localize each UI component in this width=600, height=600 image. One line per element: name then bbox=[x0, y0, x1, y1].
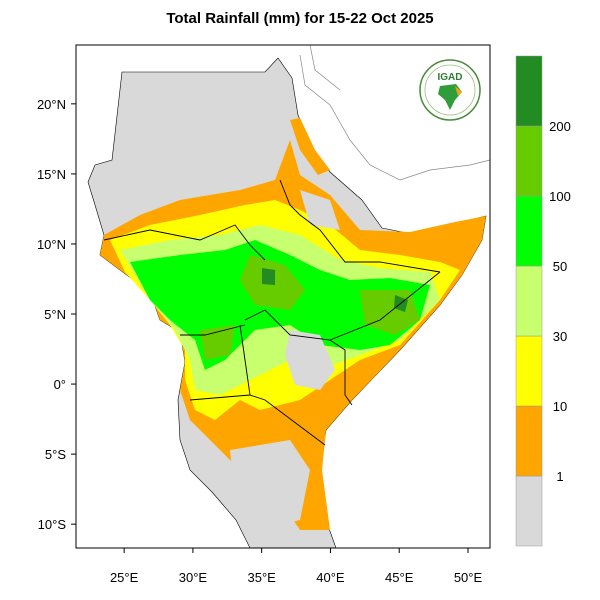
map-frame bbox=[75, 44, 491, 549]
axis-ticks: 25°E 30°E 35°E 40°E 45°E 50°E 20°N 15°N 10°N 5°N 0… bbox=[37, 97, 483, 585]
lon-tick-label: 30°E bbox=[179, 570, 208, 585]
lat-tick-label: 15°N bbox=[37, 167, 66, 182]
colorbar-label: 100 bbox=[549, 189, 571, 204]
lon-tick-label: 40°E bbox=[316, 570, 345, 585]
colorbar-segment bbox=[515, 125, 543, 197]
colorbar-segment bbox=[515, 55, 543, 127]
lat-tick-label: 10°N bbox=[37, 237, 66, 252]
colorbar-segment bbox=[515, 195, 543, 267]
rain-100-200 bbox=[200, 255, 420, 360]
colorbar-label: 10 bbox=[553, 399, 567, 414]
colorbar-label: 30 bbox=[553, 329, 567, 344]
lon-tick-label: 25°E bbox=[110, 570, 139, 585]
country-borders bbox=[103, 179, 441, 446]
map-title: Total Rainfall (mm) for 15-22 Oct 2025 bbox=[166, 10, 434, 27]
lon-tick-label: 45°E bbox=[385, 570, 414, 585]
lat-tick-label: 20°N bbox=[37, 97, 66, 112]
lat-tick-label: 5°N bbox=[44, 307, 66, 322]
igad-logo: IGAD bbox=[419, 59, 481, 121]
logo-text: IGAD bbox=[438, 72, 463, 83]
lat-tick-label: 10°S bbox=[38, 517, 67, 532]
colorbar-label: 1 bbox=[556, 469, 563, 484]
lat-tick-label: 0° bbox=[54, 377, 66, 392]
lon-tick-label: 35°E bbox=[248, 570, 277, 585]
colorbar-segment bbox=[515, 335, 543, 407]
colorbar-label: 200 bbox=[549, 119, 571, 134]
outer-borders bbox=[299, 45, 490, 181]
colorbar-segment bbox=[515, 265, 543, 337]
colorbar-segment bbox=[515, 405, 543, 477]
colorbar: 1 10 30 50 100 200 bbox=[515, 55, 571, 547]
lon-tick-label: 50°E bbox=[454, 570, 483, 585]
dry-patch bbox=[230, 190, 340, 530]
colorbar-label: 50 bbox=[553, 259, 567, 274]
rain-1-10-coast bbox=[290, 118, 330, 175]
lat-tick-label: 5°S bbox=[45, 447, 66, 462]
colorbar-segment bbox=[515, 475, 543, 547]
